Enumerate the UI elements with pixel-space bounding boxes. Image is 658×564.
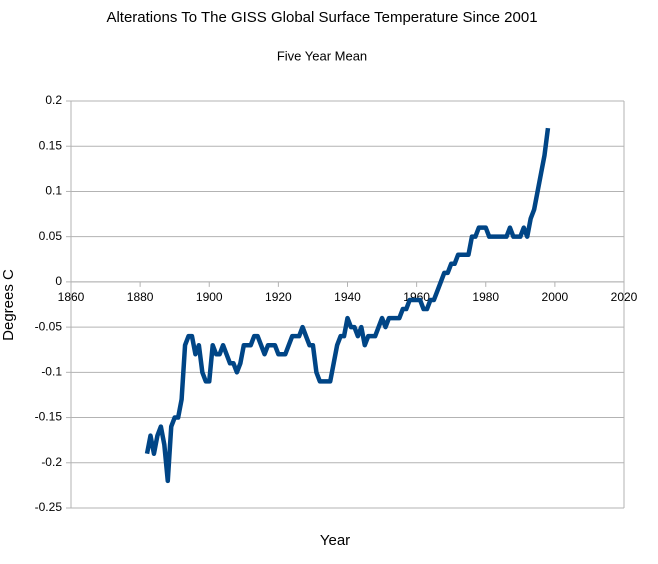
y-tick-label: 0	[55, 274, 62, 288]
y-axis-title: Degrees C	[0, 269, 17, 341]
chart-subtitle: Five Year Mean	[277, 48, 367, 63]
x-tick-label: 2000	[542, 290, 569, 304]
y-tick-label: 0.1	[45, 184, 62, 198]
y-tick-label: 0.2	[45, 93, 62, 107]
y-tick-label: -0.2	[41, 455, 62, 469]
x-axis-title: Year	[320, 532, 350, 549]
y-tick-label: -0.15	[35, 410, 63, 424]
chart-title: Alterations To The GISS Global Surface T…	[106, 9, 537, 26]
x-tick-label: 1940	[334, 290, 361, 304]
x-tick-label: 1900	[196, 290, 223, 304]
y-tick-label: -0.25	[35, 500, 63, 514]
data-line	[144, 127, 551, 484]
x-tick-label: 1880	[127, 290, 154, 304]
x-tick-label: 2020	[611, 290, 638, 304]
y-tick-label: 0.15	[39, 138, 63, 152]
x-tick-label: 1980	[472, 290, 499, 304]
y-tick-label: -0.1	[41, 365, 62, 379]
y-tick-label: -0.05	[35, 319, 63, 333]
x-tick-label: 1860	[58, 290, 85, 304]
y-tick-label: 0.05	[39, 229, 63, 243]
x-tick-label: 1920	[265, 290, 292, 304]
